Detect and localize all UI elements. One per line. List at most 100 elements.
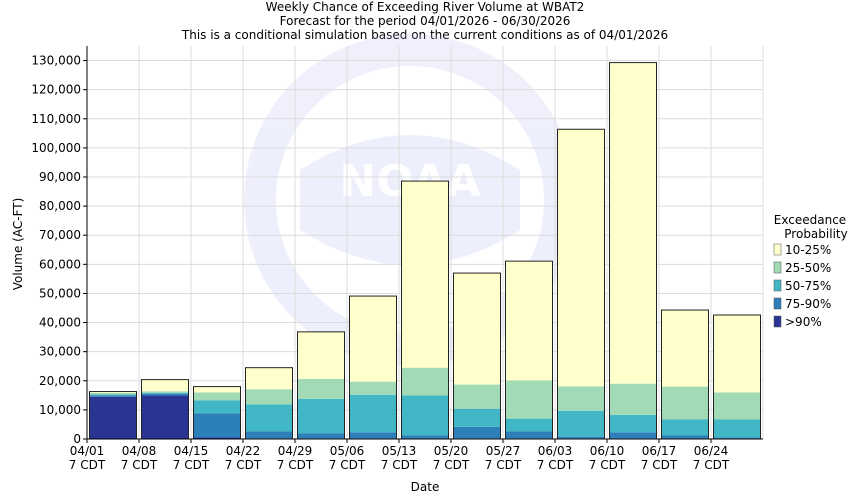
bar-segment — [297, 398, 345, 434]
bar-segment — [401, 181, 449, 368]
bar-segment — [505, 418, 553, 432]
chart-subtitle-conditions: This is a conditional simulation based o… — [181, 28, 668, 42]
bar-segment — [193, 437, 241, 439]
bar-segment — [193, 400, 241, 414]
bar-segment — [141, 392, 189, 394]
legend-swatch — [773, 261, 782, 274]
x-tick-label: 06/24 — [694, 444, 729, 458]
legend-label: 25-50% — [785, 261, 831, 275]
bar-segment — [89, 394, 137, 396]
y-tick-label: 100,000 — [31, 141, 81, 155]
bar-segment — [141, 393, 189, 396]
bar-segment — [89, 391, 137, 394]
legend-swatch — [773, 279, 782, 292]
y-tick-label: 30,000 — [39, 345, 81, 359]
bar-segment — [661, 435, 709, 439]
legend-swatch — [773, 297, 782, 310]
x-tick-sublabel: 7 CDT — [589, 458, 626, 472]
y-axis-label: Volume (AC-FT) — [11, 198, 25, 291]
bar-segment — [349, 296, 397, 382]
y-tick-label: 110,000 — [31, 112, 81, 126]
bar-segment — [713, 314, 761, 393]
y-tick-label: 80,000 — [39, 199, 81, 213]
bar-segment — [453, 408, 501, 427]
y-tick-label: 90,000 — [39, 170, 81, 184]
x-tick-label: 05/13 — [382, 444, 417, 458]
bar-segment — [245, 367, 293, 390]
x-tick-sublabel: 7 CDT — [485, 458, 522, 472]
x-tick-label: 05/27 — [486, 444, 521, 458]
bar-segment — [401, 395, 449, 436]
bar-segment — [349, 432, 397, 439]
bar-segment — [661, 310, 709, 387]
y-tick-label: 10,000 — [39, 403, 81, 417]
bar-segment — [505, 261, 553, 381]
bar-segment — [193, 413, 241, 438]
bar-segment — [609, 383, 657, 415]
x-tick-sublabel: 7 CDT — [225, 458, 262, 472]
x-tick-label: 05/06 — [330, 444, 365, 458]
x-tick-sublabel: 7 CDT — [381, 458, 418, 472]
x-tick-label: 04/08 — [122, 444, 157, 458]
bar-segment — [401, 435, 449, 439]
y-tick-label: 0 — [73, 432, 81, 446]
bar-segment — [713, 419, 761, 438]
bar-segment — [557, 129, 605, 387]
x-tick-sublabel: 7 CDT — [277, 458, 314, 472]
x-tick-label: 04/22 — [226, 444, 261, 458]
bar-segment — [505, 431, 553, 439]
bar-segment — [349, 394, 397, 433]
legend-label: 50-75% — [785, 279, 831, 293]
x-tick-sublabel: 7 CDT — [433, 458, 470, 472]
x-tick-sublabel: 7 CDT — [121, 458, 158, 472]
x-tick-label: 04/29 — [278, 444, 313, 458]
chart-subtitle-period: Forecast for the period 04/01/2026 - 06/… — [280, 14, 571, 28]
y-tick-label: 20,000 — [39, 374, 81, 388]
bar-segment — [401, 367, 449, 396]
legend-label: >90% — [785, 315, 822, 329]
legend-swatch — [773, 243, 782, 256]
bar-segment — [713, 437, 761, 439]
bar-segment — [89, 396, 137, 439]
bar-segment — [89, 395, 137, 397]
x-axis-label: Date — [411, 480, 440, 494]
x-tick-sublabel: 7 CDT — [173, 458, 210, 472]
bar-segment — [557, 386, 605, 411]
bar-segment — [245, 431, 293, 439]
bar-segment — [89, 393, 137, 395]
bar-segment — [193, 386, 241, 393]
y-axis-ticks: 0 10,000 20,000 30,000 40,000 50,000 60,000 70,… — [31, 54, 87, 446]
legend-label: 75-90% — [785, 297, 831, 311]
bar-segment — [505, 380, 553, 419]
bar-segment — [453, 273, 501, 385]
y-tick-label: 130,000 — [31, 54, 81, 68]
bar-segment — [245, 389, 293, 405]
x-tick-label: 04/15 — [174, 444, 209, 458]
bar-segment — [609, 432, 657, 439]
x-tick-label: 06/17 — [642, 444, 677, 458]
x-tick-label: 05/20 — [434, 444, 469, 458]
bar-segment — [245, 404, 293, 432]
bar-segment — [661, 419, 709, 436]
x-tick-label: 06/03 — [538, 444, 573, 458]
chart-title: Weekly Chance of Exceeding River Volume … — [266, 0, 585, 14]
bar-segment — [141, 395, 189, 439]
bar-segment — [453, 426, 501, 439]
legend-title-line-2: Probability — [784, 227, 847, 241]
y-tick-label: 70,000 — [39, 228, 81, 242]
bar-segment — [297, 331, 345, 380]
x-tick-sublabel: 7 CDT — [641, 458, 678, 472]
bar-segment — [661, 386, 709, 420]
x-tick-sublabel: 7 CDT — [329, 458, 366, 472]
legend: Exceedance Probability 10-25% 25-50% 50-75… — [773, 213, 848, 329]
x-tick-sublabel: 7 CDT — [537, 458, 574, 472]
y-tick-label: 40,000 — [39, 316, 81, 330]
bar-segment — [609, 414, 657, 433]
bar-segment — [297, 433, 345, 439]
bar-segment — [609, 62, 657, 384]
bars — [89, 62, 761, 440]
y-tick-label: 120,000 — [31, 83, 81, 97]
bar-segment — [453, 384, 501, 409]
